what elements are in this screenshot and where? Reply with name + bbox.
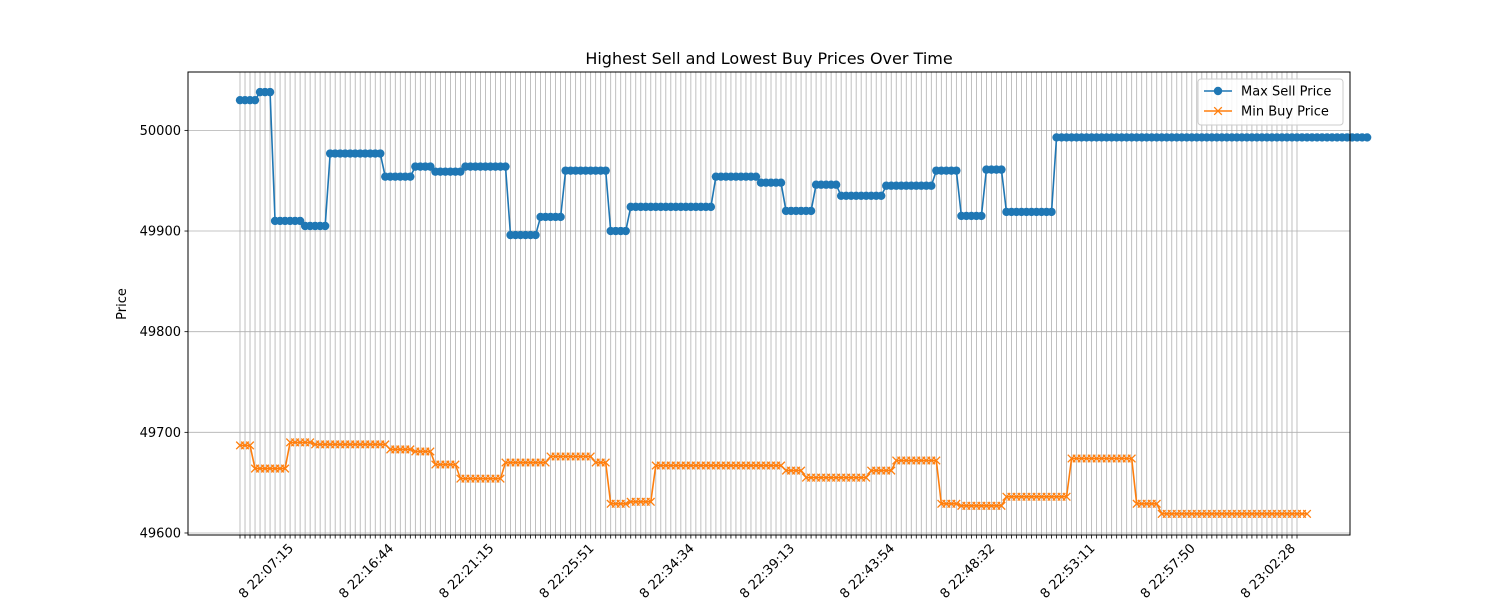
- data-point: [586, 452, 595, 461]
- data-point: [541, 458, 550, 467]
- data-point: [451, 460, 460, 469]
- data-point: [1152, 499, 1161, 509]
- max-sell-price-series: [235, 87, 1372, 240]
- data-point: [556, 212, 565, 222]
- data-point: [496, 474, 505, 483]
- data-point: [952, 166, 961, 175]
- data-point: [265, 87, 275, 97]
- data-point: [1362, 133, 1372, 142]
- x-tick-label: 8 22:48:32: [938, 541, 999, 600]
- data-point: [245, 441, 255, 450]
- data-point: [376, 149, 385, 158]
- x-tick-label: 8 22:57:50: [1138, 541, 1199, 600]
- chart-title: Highest Sell and Lowest Buy Prices Over …: [585, 49, 952, 68]
- data-point: [531, 230, 540, 240]
- data-point: [886, 466, 896, 475]
- data-point: [952, 499, 961, 509]
- data-point: [796, 466, 806, 475]
- x-tick-label: 8 22:34:34: [637, 541, 698, 600]
- y-tick-label: 49600: [140, 526, 181, 541]
- y-axis-ticks: 49600 49700 49800 49900 50000: [140, 124, 188, 541]
- data-point: [426, 447, 435, 456]
- data-point: [250, 95, 260, 105]
- y-tick-label: 49700: [140, 426, 181, 441]
- legend-marker-x: [1213, 106, 1223, 116]
- x-tick-label: 8 22:07:15: [236, 541, 297, 600]
- data-point: [601, 458, 610, 467]
- legend-marker-circle: [1213, 86, 1223, 96]
- x-tick-label: 8 23:02:28: [1238, 541, 1299, 600]
- x-tick-label: 8 22:25:51: [537, 541, 598, 600]
- legend-item: Min Buy Price: [1204, 105, 1329, 120]
- min-buy-price-line: [240, 441, 1308, 515]
- x-tick-label: 8 22:53:11: [1038, 541, 1099, 600]
- data-point: [997, 501, 1006, 511]
- y-gridlines: [188, 129, 1350, 534]
- data-point: [927, 181, 936, 190]
- x-tick-label: 8 22:43:54: [837, 541, 898, 600]
- legend-label: Min Buy Price: [1241, 105, 1329, 120]
- data-point: [1302, 509, 1312, 519]
- data-point: [806, 206, 816, 216]
- data-point: [406, 172, 415, 181]
- legend: Max Sell Price Min Buy Price: [1197, 78, 1344, 126]
- data-point: [280, 464, 290, 473]
- data-point: [861, 473, 871, 482]
- data-point: [877, 191, 886, 201]
- data-point: [932, 456, 941, 465]
- y-tick-label: 49900: [140, 225, 181, 240]
- data-point: [977, 211, 986, 221]
- legend-box: [1197, 78, 1344, 126]
- data-point: [1047, 207, 1056, 217]
- x-tick-label: 8 22:16:44: [336, 541, 397, 600]
- y-axis-label: Price: [115, 288, 130, 320]
- data-point: [776, 178, 786, 187]
- series-layer: [235, 87, 1372, 519]
- x-tick-label: 8 22:39:13: [737, 541, 798, 600]
- data-point: [831, 180, 841, 189]
- data-point: [501, 162, 510, 171]
- data-point: [1062, 492, 1071, 502]
- data-point: [621, 499, 630, 509]
- data-point: [997, 165, 1006, 174]
- data-point: [305, 438, 315, 447]
- data-point: [621, 226, 630, 236]
- x-axis-ticks: 8 22:07:15 8 22:16:44 8 22:21:15 8 22:25:51…: [236, 535, 1299, 600]
- y-tick-label: 50000: [140, 124, 181, 139]
- data-point: [601, 166, 610, 175]
- data-point: [706, 202, 716, 212]
- x-tick-label: 8 22:21:15: [437, 541, 498, 600]
- legend-item: Max Sell Price: [1204, 85, 1331, 100]
- plot-frame: [187, 71, 1351, 536]
- min-buy-price-series: [235, 438, 1312, 519]
- y-tick-label: 49800: [140, 325, 181, 340]
- data-point: [1127, 454, 1136, 463]
- data-point: [646, 497, 656, 507]
- legend-label: Max Sell Price: [1241, 85, 1331, 100]
- data-point: [406, 445, 415, 454]
- data-point: [320, 221, 330, 231]
- data-point: [751, 172, 761, 181]
